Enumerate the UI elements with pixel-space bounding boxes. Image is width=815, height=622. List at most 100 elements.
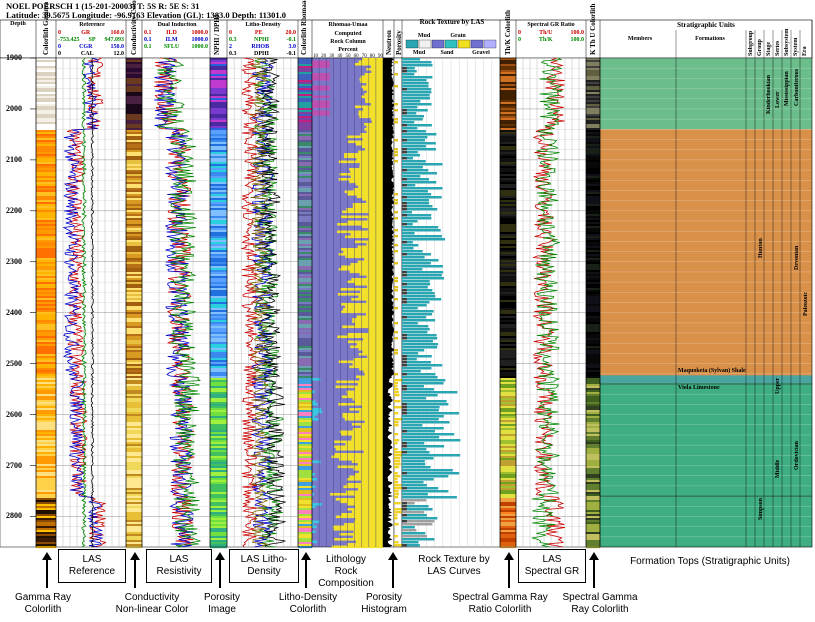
spectral-colorlith-band — [586, 230, 600, 233]
spectral-colorlith-band — [586, 188, 600, 191]
gamma-colorlith-band — [36, 418, 56, 421]
lithology-limestone-fill — [352, 398, 383, 401]
litho-colorlith-band — [298, 490, 312, 493]
conductivity-colorlith-band — [126, 86, 142, 89]
litho-colorlith-band — [298, 390, 312, 393]
porosity-image-band — [210, 180, 227, 183]
rock-texture-bar — [402, 184, 416, 187]
thk-colorlith-band — [500, 520, 516, 523]
gamma-colorlith-band — [36, 352, 56, 355]
litho-colorlith-band — [298, 268, 312, 271]
litho-colorlith-band — [298, 432, 312, 435]
porosity-hist-bar — [394, 139, 398, 142]
litho-colorlith-band — [298, 370, 312, 373]
litho-colorlith-band — [298, 236, 312, 239]
porosity-hist-bar — [394, 475, 401, 478]
thk-colorlith-band — [500, 78, 516, 81]
porosity-hist-bar — [394, 481, 399, 484]
rock-texture-bar — [402, 235, 442, 238]
porosity-image-band — [210, 166, 227, 169]
conductivity-colorlith-band — [126, 384, 142, 387]
depth-label: 2500 — [6, 358, 22, 368]
rock-texture-bar — [402, 442, 425, 445]
conductivity-colorlith-band — [126, 314, 142, 317]
thk-colorlith-band — [500, 114, 516, 117]
thk-colorlith-band — [500, 192, 516, 195]
conductivity-colorlith-band — [126, 112, 142, 115]
conductivity-colorlith-band — [126, 202, 142, 205]
gamma-colorlith-band — [36, 268, 56, 271]
porosity-image-band — [210, 284, 227, 287]
litho-colorlith-band — [298, 488, 312, 491]
gamma-colorlith-band — [36, 198, 56, 201]
conductivity-colorlith-band — [126, 450, 142, 453]
conductivity-colorlith-band — [126, 106, 142, 109]
spectral-colorlith-band — [586, 540, 600, 543]
spectral-colorlith-band — [586, 280, 600, 283]
litho-colorlith-band — [298, 456, 312, 459]
conductivity-colorlith-band — [126, 152, 142, 155]
thk-colorlith-band — [500, 86, 516, 89]
lithology-limestone-fill — [368, 328, 383, 331]
spectral-colorlith-band — [586, 494, 600, 497]
porosity-image-band — [210, 152, 227, 155]
litho-colorlith-band — [298, 168, 312, 171]
spectral-colorlith-band — [586, 384, 600, 387]
lithology-limestone-fill — [352, 363, 383, 366]
lithology-limestone-fill — [361, 85, 383, 89]
rock-texture-bar — [402, 160, 426, 163]
rock-texture-bar — [402, 274, 442, 277]
porosity-hist-bar — [394, 412, 399, 415]
spectral-colorlith-band — [586, 72, 600, 75]
gamma-colorlith-band — [36, 386, 56, 389]
spectral-colorlith-band — [586, 76, 600, 79]
rock-texture-bar — [402, 79, 427, 82]
conductivity-colorlith-band — [126, 294, 142, 297]
rock-texture-bar — [402, 88, 432, 91]
gamma-colorlith-band — [36, 80, 56, 83]
rock-texture-mud-bar — [402, 298, 407, 301]
colorlith-frame — [35, 57, 57, 548]
rock-texture-bar — [402, 241, 413, 244]
porosity-image-band — [210, 202, 227, 205]
litho-colorlith-band — [298, 252, 312, 255]
spectral-colorlith-band — [586, 356, 600, 359]
conductivity-colorlith-band — [126, 160, 142, 163]
spectral-colorlith-band — [586, 450, 600, 453]
porosity-image-band — [210, 112, 227, 115]
lithology-limestone-fill — [363, 88, 383, 91]
conductivity-colorlith-band — [126, 134, 142, 137]
gamma-colorlith-band — [36, 304, 56, 307]
rock-texture-bar — [402, 364, 443, 367]
depth-label: 2400 — [6, 307, 22, 317]
thk-colorlith-band — [500, 112, 516, 115]
curve-header-name: CGR — [79, 44, 93, 50]
porosity-image-band — [210, 240, 227, 243]
spectral-colorlith-band — [586, 402, 600, 405]
thk-colorlith-band — [500, 322, 516, 325]
thk-colorlith-band — [500, 442, 516, 445]
litho-colorlith-band — [298, 366, 312, 369]
rock-texture-bar — [402, 91, 432, 94]
pe2-curve — [249, 57, 269, 548]
thk-colorlith-band — [500, 170, 516, 173]
spectral-colorlith-band — [586, 242, 600, 245]
porosity-image-band — [210, 338, 227, 341]
conductivity-colorlith-band — [126, 182, 142, 185]
porosity-hist-bar — [394, 496, 399, 499]
curve-header-name: DPHI — [254, 51, 269, 57]
porosity-image-band — [210, 222, 227, 225]
thk-colorlith-band — [500, 210, 516, 213]
thk-colorlith-band — [500, 130, 516, 133]
spectral-colorlith-band — [586, 344, 600, 347]
lithology-limestone-fill — [357, 260, 383, 264]
conductivity-colorlith-band — [126, 458, 142, 461]
porosity-hist-bar — [394, 478, 398, 481]
spectral-colorlith-band — [586, 110, 600, 113]
rock-texture-mud-bar — [402, 445, 407, 448]
spectral-colorlith-band — [586, 62, 600, 65]
spectral-colorlith-band — [586, 288, 600, 291]
lithology-limestone-fill — [339, 458, 383, 461]
spectral-colorlith-band — [586, 136, 600, 139]
litho-colorlith-band — [298, 184, 312, 187]
